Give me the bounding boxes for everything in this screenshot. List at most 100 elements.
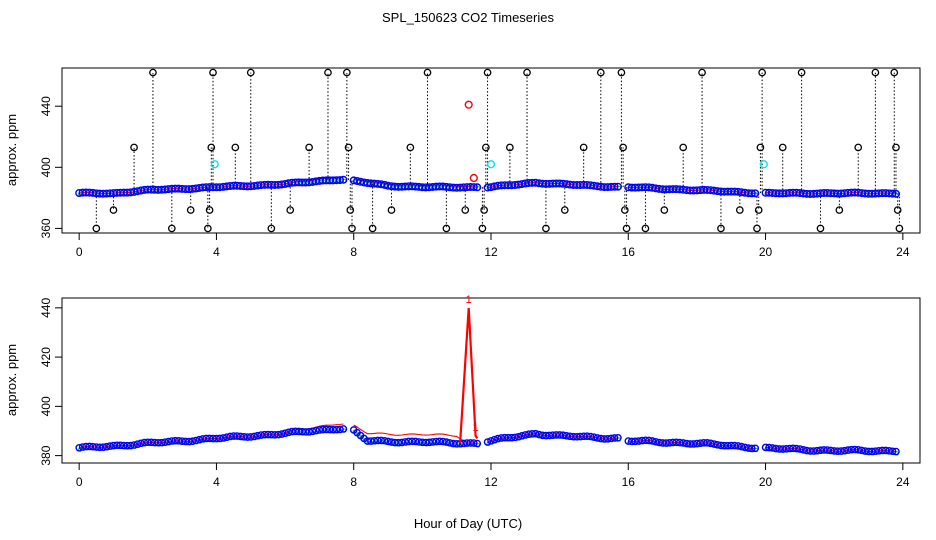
blue-point xyxy=(384,437,392,446)
spike-point xyxy=(735,206,744,214)
blue-point xyxy=(246,433,255,441)
blue-point xyxy=(871,447,880,455)
spike-point xyxy=(92,224,101,233)
spike-point xyxy=(344,143,353,152)
x-tick-label: 0 xyxy=(76,475,83,489)
blue-point xyxy=(394,438,403,447)
blue-point xyxy=(367,437,375,445)
blue-point xyxy=(243,433,252,441)
blue-point xyxy=(631,437,639,446)
blue-point xyxy=(130,441,138,449)
blue-point xyxy=(672,438,681,447)
x-tick-label: 16 xyxy=(622,245,636,259)
spike-point xyxy=(892,143,900,152)
blue-point xyxy=(737,442,746,451)
blue-point xyxy=(679,439,687,447)
blue-point xyxy=(535,430,543,439)
blue-point xyxy=(885,446,893,455)
blue-point xyxy=(518,432,526,440)
blue-point xyxy=(545,431,554,440)
blue-point xyxy=(123,441,132,450)
spike-point xyxy=(130,143,138,152)
top-panel: 0 4 8 12 16 20 24 360 400 440 approx. ppm xyxy=(4,67,921,259)
blue-point xyxy=(823,446,832,454)
blue-point xyxy=(401,438,410,446)
blue-point xyxy=(397,438,406,447)
blue-point xyxy=(335,176,344,185)
red-series-line xyxy=(353,424,478,445)
spike-point xyxy=(478,224,487,233)
spike-point xyxy=(596,68,605,77)
spike-point xyxy=(835,206,844,214)
blue-point xyxy=(377,436,385,445)
blue-point xyxy=(470,439,478,447)
spike-point xyxy=(890,68,899,77)
blue-point xyxy=(126,441,135,450)
blue-point xyxy=(102,442,111,451)
blue-point xyxy=(301,428,310,436)
cyan-marker xyxy=(210,160,219,169)
y-tick-label: 400 xyxy=(39,157,53,177)
blue-point xyxy=(137,439,145,448)
blue-point xyxy=(586,432,595,441)
blue-point xyxy=(748,444,756,453)
blue-point xyxy=(425,438,434,447)
blue-point xyxy=(212,434,221,443)
blue-point xyxy=(583,432,591,440)
y-tick-label: 440 xyxy=(39,96,53,116)
spike-point xyxy=(620,206,629,214)
blue-point xyxy=(741,443,749,452)
blue-point xyxy=(675,438,684,447)
spike-point xyxy=(205,206,214,214)
spike-point xyxy=(387,206,396,214)
chart-title: SPL_150623 CO2 Timeseries xyxy=(382,10,554,25)
blue-point xyxy=(559,431,567,440)
blue-point xyxy=(809,447,818,455)
blue-point xyxy=(613,182,622,191)
blue-point xyxy=(277,430,286,438)
blue-point xyxy=(607,434,615,443)
blue-point xyxy=(154,438,162,447)
spike-point xyxy=(753,224,761,233)
cyan-marker xyxy=(486,160,496,169)
blue-point xyxy=(89,442,97,451)
blue-point xyxy=(662,439,670,447)
blue-point xyxy=(411,437,420,446)
x-tick-label: 16 xyxy=(622,475,636,489)
red-marker xyxy=(464,100,473,109)
spike-point xyxy=(406,143,415,152)
spike-point xyxy=(560,206,569,214)
red-marker xyxy=(469,173,478,183)
blue-point xyxy=(603,434,612,443)
blue-point xyxy=(332,425,341,434)
blue-point xyxy=(734,442,742,450)
spike-point xyxy=(797,68,806,77)
spike-point xyxy=(698,68,706,77)
y-tick-label: 360 xyxy=(39,218,53,238)
blue-point xyxy=(507,433,516,442)
spike-point xyxy=(368,224,377,233)
blue-point xyxy=(562,431,571,440)
blue-point xyxy=(888,189,897,198)
blue-point xyxy=(799,446,808,454)
x-tick-label: 24 xyxy=(896,475,910,489)
y-axis-label: approx. ppm xyxy=(4,114,19,186)
blue-point xyxy=(655,438,663,447)
spike-point xyxy=(231,143,240,152)
spike-point xyxy=(893,206,902,214)
blue-point xyxy=(185,437,193,446)
spike-point xyxy=(267,224,276,233)
spike-point xyxy=(754,206,763,214)
blue-point xyxy=(610,434,619,442)
blue-point xyxy=(250,432,258,441)
spike-point xyxy=(167,224,176,233)
blue-point xyxy=(222,433,231,441)
blue-point xyxy=(312,426,320,435)
blue-point xyxy=(415,438,423,446)
blue-point xyxy=(813,446,821,455)
x-tick-label: 24 xyxy=(896,245,910,259)
blue-point xyxy=(792,444,801,453)
spike-point xyxy=(324,68,332,77)
blue-point xyxy=(747,189,756,198)
